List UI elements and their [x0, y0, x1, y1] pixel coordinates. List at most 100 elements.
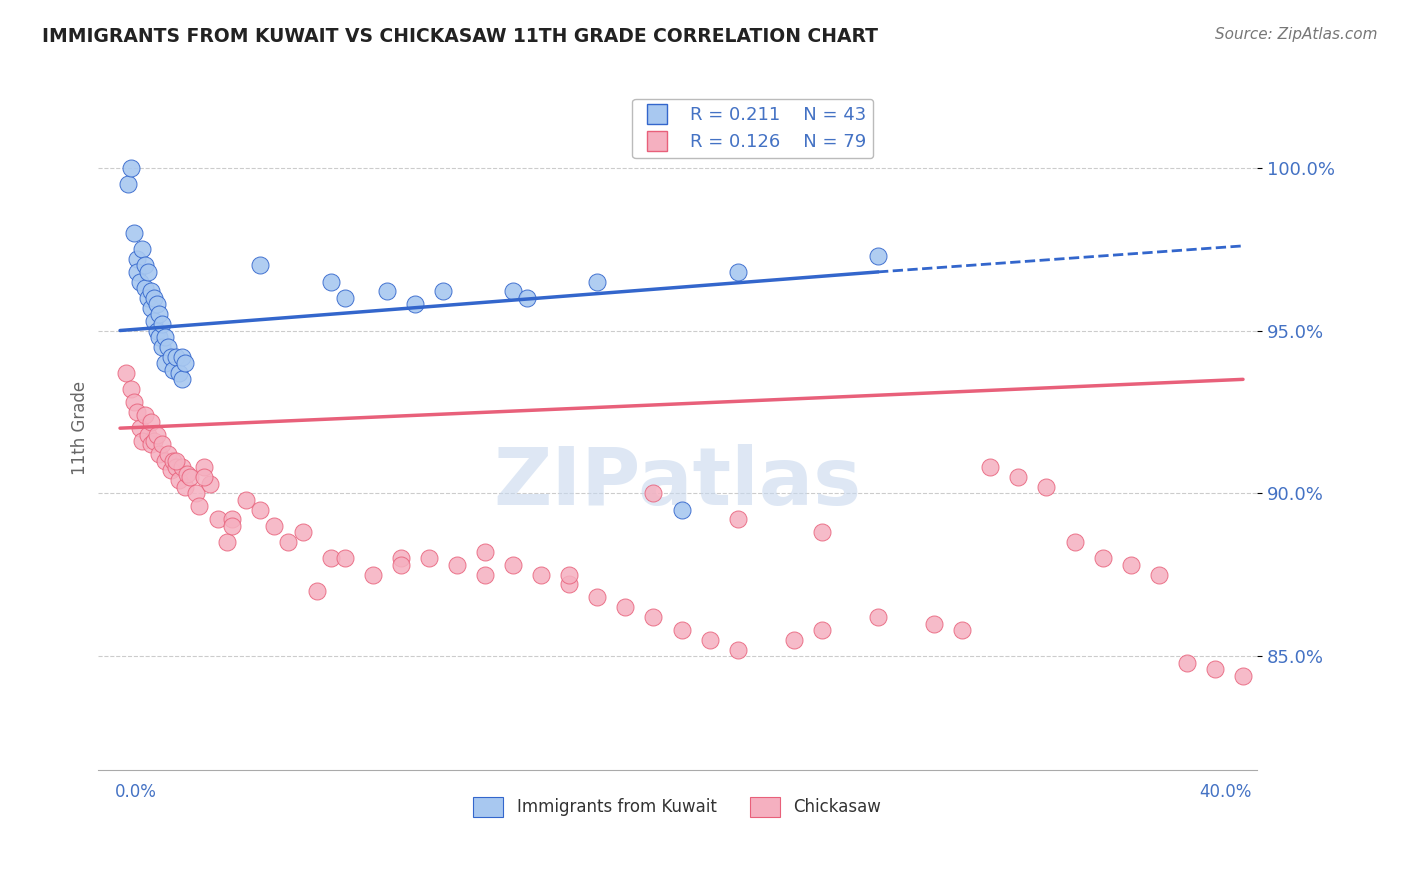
Point — [502, 558, 524, 572]
Point — [136, 427, 159, 442]
Legend: Immigrants from Kuwait, Chickasaw: Immigrants from Kuwait, Chickasaw — [467, 790, 887, 823]
Point — [1147, 567, 1170, 582]
Point — [131, 242, 153, 256]
Point — [156, 447, 179, 461]
Point — [221, 519, 243, 533]
Point — [148, 447, 170, 461]
Point — [117, 177, 139, 191]
Point — [811, 623, 834, 637]
Point — [249, 259, 271, 273]
Point — [643, 610, 665, 624]
Point — [136, 291, 159, 305]
Point — [558, 567, 581, 582]
Point — [1007, 470, 1029, 484]
Point — [263, 519, 285, 533]
Point — [167, 473, 190, 487]
Point — [215, 535, 238, 549]
Point — [375, 285, 398, 299]
Point — [727, 512, 749, 526]
Point — [114, 366, 136, 380]
Point — [193, 460, 215, 475]
Point — [165, 350, 187, 364]
Point — [586, 591, 609, 605]
Text: Source: ZipAtlas.com: Source: ZipAtlas.com — [1215, 27, 1378, 42]
Point — [142, 434, 165, 449]
Point — [159, 463, 181, 477]
Point — [128, 421, 150, 435]
Point — [446, 558, 468, 572]
Point — [516, 291, 538, 305]
Point — [162, 454, 184, 468]
Text: 40.0%: 40.0% — [1199, 783, 1251, 801]
Point — [1119, 558, 1142, 572]
Point — [389, 551, 412, 566]
Point — [1091, 551, 1114, 566]
Point — [235, 492, 257, 507]
Point — [142, 314, 165, 328]
Point — [165, 454, 187, 468]
Point — [1063, 535, 1085, 549]
Point — [150, 317, 173, 331]
Point — [128, 275, 150, 289]
Point — [558, 577, 581, 591]
Point — [156, 340, 179, 354]
Point — [207, 512, 229, 526]
Text: ZIPatlas: ZIPatlas — [494, 444, 862, 522]
Point — [699, 632, 721, 647]
Point — [148, 307, 170, 321]
Point — [184, 486, 207, 500]
Point — [198, 476, 221, 491]
Point — [131, 434, 153, 449]
Point — [291, 525, 314, 540]
Point — [950, 623, 973, 637]
Point — [922, 616, 945, 631]
Text: 0.0%: 0.0% — [114, 783, 156, 801]
Point — [866, 249, 889, 263]
Point — [187, 500, 209, 514]
Point — [170, 372, 193, 386]
Point — [153, 330, 176, 344]
Point — [142, 291, 165, 305]
Point — [221, 512, 243, 526]
Point — [1035, 480, 1057, 494]
Point — [404, 297, 426, 311]
Point — [1260, 681, 1282, 696]
Text: IMMIGRANTS FROM KUWAIT VS CHICKASAW 11TH GRADE CORRELATION CHART: IMMIGRANTS FROM KUWAIT VS CHICKASAW 11TH… — [42, 27, 879, 45]
Point — [1204, 662, 1226, 676]
Point — [1288, 688, 1310, 702]
Point — [319, 275, 342, 289]
Point — [134, 408, 156, 422]
Point — [176, 467, 198, 481]
Point — [139, 301, 162, 315]
Point — [139, 415, 162, 429]
Point — [122, 226, 145, 240]
Point — [432, 285, 454, 299]
Point — [134, 281, 156, 295]
Point — [474, 567, 496, 582]
Y-axis label: 11th Grade: 11th Grade — [72, 381, 89, 475]
Point — [474, 545, 496, 559]
Point — [586, 275, 609, 289]
Point — [134, 259, 156, 273]
Point — [727, 265, 749, 279]
Point — [136, 265, 159, 279]
Point — [145, 324, 167, 338]
Point — [167, 366, 190, 380]
Point — [125, 405, 148, 419]
Point — [1175, 656, 1198, 670]
Point — [783, 632, 806, 647]
Point — [277, 535, 299, 549]
Point — [671, 623, 693, 637]
Point — [179, 470, 201, 484]
Point — [173, 356, 195, 370]
Point — [193, 470, 215, 484]
Point — [811, 525, 834, 540]
Point — [150, 437, 173, 451]
Point — [145, 427, 167, 442]
Point — [139, 437, 162, 451]
Point — [727, 642, 749, 657]
Point — [120, 382, 142, 396]
Point — [148, 330, 170, 344]
Point — [139, 285, 162, 299]
Point — [671, 502, 693, 516]
